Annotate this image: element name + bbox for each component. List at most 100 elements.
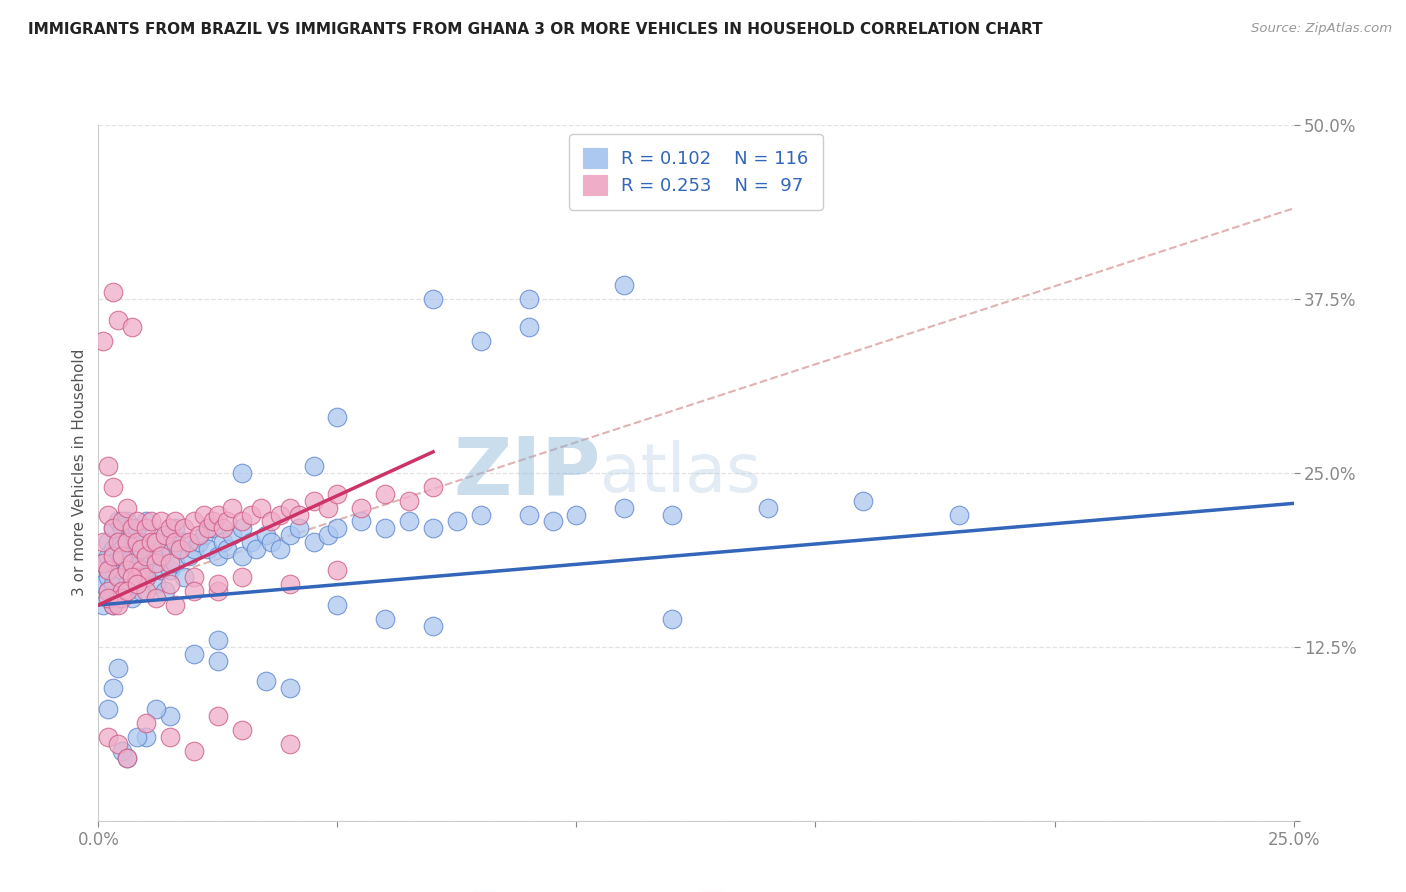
Point	[149, 542, 172, 557]
Point	[101, 521, 124, 535]
Y-axis label: 3 or more Vehicles in Household: 3 or more Vehicles in Household	[72, 349, 87, 597]
Point	[163, 598, 186, 612]
Point	[613, 500, 636, 515]
Point	[350, 515, 373, 529]
Point	[374, 486, 396, 500]
Point	[149, 563, 172, 577]
Point	[240, 508, 263, 522]
Point	[111, 584, 134, 599]
Point	[97, 730, 120, 744]
Point	[173, 535, 195, 549]
Point	[97, 458, 120, 473]
Point	[121, 591, 143, 605]
Point	[661, 612, 683, 626]
Point	[374, 612, 396, 626]
Point	[278, 500, 301, 515]
Point	[107, 591, 129, 605]
Point	[135, 716, 157, 731]
Point	[111, 515, 134, 529]
Point	[115, 556, 138, 570]
Point	[107, 535, 129, 549]
Point	[115, 751, 138, 765]
Point	[107, 660, 129, 674]
Point	[163, 556, 186, 570]
Point	[115, 515, 138, 529]
Point	[207, 549, 229, 564]
Point	[135, 730, 157, 744]
Point	[517, 508, 540, 522]
Point	[121, 549, 143, 564]
Point	[288, 521, 311, 535]
Point	[422, 619, 444, 633]
Point	[221, 528, 243, 542]
Point	[139, 535, 162, 549]
Point	[269, 542, 291, 557]
Point	[211, 521, 233, 535]
Point	[231, 570, 253, 584]
Point	[115, 500, 138, 515]
Point	[159, 730, 181, 744]
Point	[149, 549, 172, 564]
Point	[231, 521, 253, 535]
Point	[187, 535, 209, 549]
Point	[135, 584, 157, 599]
Point	[101, 480, 124, 494]
Point	[231, 515, 253, 529]
Point	[121, 521, 143, 535]
Point	[139, 515, 162, 529]
Point	[350, 500, 373, 515]
Point	[135, 549, 157, 564]
Point	[231, 466, 253, 480]
Point	[115, 563, 138, 577]
Point	[398, 515, 420, 529]
Point	[470, 508, 492, 522]
Point	[217, 542, 239, 557]
Point	[97, 702, 120, 716]
Point	[125, 542, 148, 557]
Point	[131, 563, 153, 577]
Point	[183, 744, 205, 758]
Point	[101, 556, 124, 570]
Point	[97, 535, 120, 549]
Point	[240, 535, 263, 549]
Point	[139, 535, 162, 549]
Point	[193, 508, 215, 522]
Point	[207, 577, 229, 591]
Point	[111, 549, 134, 564]
Point	[183, 584, 205, 599]
Point	[278, 737, 301, 751]
Point	[145, 577, 167, 591]
Point	[278, 528, 301, 542]
Point	[111, 549, 134, 564]
Point	[278, 577, 301, 591]
Point	[470, 334, 492, 348]
Point	[187, 528, 209, 542]
Point	[159, 709, 181, 723]
Point	[97, 549, 120, 564]
Point	[125, 563, 148, 577]
Point	[149, 515, 172, 529]
Point	[422, 521, 444, 535]
Point	[288, 508, 311, 522]
Point	[125, 577, 148, 591]
Point	[852, 493, 875, 508]
Point	[145, 591, 167, 605]
Point	[254, 674, 277, 689]
Point	[661, 508, 683, 522]
Point	[91, 535, 114, 549]
Point	[135, 521, 157, 535]
Point	[163, 521, 186, 535]
Point	[121, 528, 143, 542]
Point	[107, 570, 129, 584]
Point	[159, 577, 181, 591]
Text: Source: ZipAtlas.com: Source: ZipAtlas.com	[1251, 22, 1392, 36]
Point	[115, 535, 138, 549]
Point	[326, 410, 349, 425]
Point	[125, 521, 148, 535]
Point	[179, 535, 201, 549]
Point	[139, 556, 162, 570]
Point	[231, 723, 253, 738]
Point	[197, 542, 219, 557]
Point	[131, 535, 153, 549]
Point	[173, 570, 195, 584]
